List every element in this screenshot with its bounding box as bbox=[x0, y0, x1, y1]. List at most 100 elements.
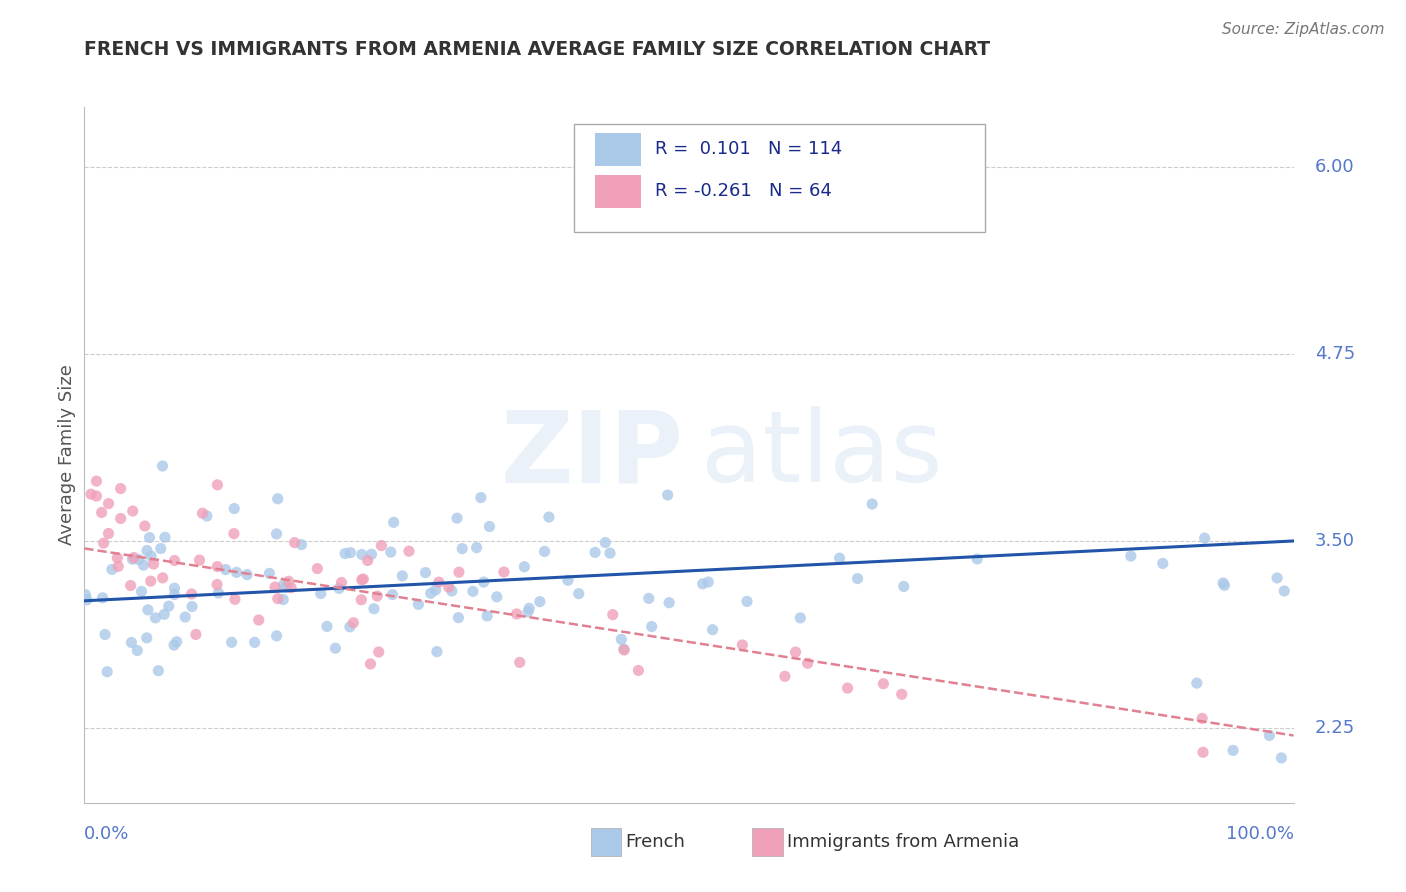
Point bbox=[796, 656, 818, 670]
Point bbox=[1192, 745, 1215, 759]
Point bbox=[427, 575, 450, 590]
Point bbox=[537, 510, 560, 524]
Point bbox=[1119, 549, 1142, 563]
Text: ZIP: ZIP bbox=[501, 407, 683, 503]
Point bbox=[142, 557, 165, 571]
Text: 100.0%: 100.0% bbox=[1226, 825, 1294, 843]
Point bbox=[359, 657, 381, 671]
Text: R = -0.261   N = 64: R = -0.261 N = 64 bbox=[655, 182, 832, 200]
Point bbox=[136, 543, 159, 558]
Point bbox=[342, 615, 364, 630]
Point bbox=[426, 644, 449, 658]
Point bbox=[277, 574, 299, 589]
Point bbox=[139, 549, 162, 563]
Point bbox=[419, 586, 441, 600]
Point bbox=[127, 643, 149, 657]
Point bbox=[627, 664, 650, 678]
Point bbox=[153, 607, 176, 622]
Point bbox=[352, 572, 374, 586]
Point bbox=[91, 591, 114, 605]
Point bbox=[415, 566, 437, 580]
Point bbox=[101, 562, 124, 576]
Point bbox=[333, 547, 356, 561]
Point bbox=[1194, 531, 1216, 545]
Point bbox=[110, 482, 132, 496]
Point bbox=[121, 552, 143, 566]
Point bbox=[80, 487, 103, 501]
Point bbox=[191, 506, 214, 520]
Point bbox=[513, 559, 536, 574]
Point bbox=[225, 566, 247, 580]
Point bbox=[184, 627, 207, 641]
Point bbox=[152, 571, 174, 585]
Point bbox=[309, 586, 332, 600]
Point bbox=[610, 632, 633, 647]
Point bbox=[505, 607, 527, 621]
Point bbox=[363, 601, 385, 615]
Point bbox=[236, 567, 259, 582]
Point bbox=[529, 594, 551, 608]
Point bbox=[451, 541, 474, 556]
Point bbox=[697, 575, 720, 590]
Point bbox=[613, 642, 636, 657]
Point bbox=[470, 491, 492, 505]
Point bbox=[181, 599, 204, 614]
Point bbox=[207, 478, 229, 492]
FancyBboxPatch shape bbox=[574, 124, 986, 232]
Point bbox=[163, 581, 186, 595]
Point bbox=[90, 506, 112, 520]
Point bbox=[316, 619, 339, 633]
Point bbox=[224, 592, 246, 607]
Point bbox=[398, 544, 420, 558]
Point bbox=[472, 575, 495, 590]
Text: 3.50: 3.50 bbox=[1315, 532, 1354, 550]
Point bbox=[350, 548, 373, 562]
Point bbox=[264, 580, 287, 594]
Point bbox=[657, 488, 679, 502]
Point bbox=[557, 574, 579, 588]
Point bbox=[391, 569, 413, 583]
Point bbox=[75, 588, 97, 602]
Point bbox=[132, 558, 155, 573]
Point bbox=[367, 645, 389, 659]
Point bbox=[148, 664, 170, 678]
Point bbox=[517, 601, 540, 615]
Point bbox=[1213, 578, 1236, 592]
Point bbox=[174, 610, 197, 624]
Point bbox=[381, 588, 404, 602]
Point bbox=[447, 565, 470, 579]
Text: atlas: atlas bbox=[702, 407, 943, 503]
Point bbox=[271, 592, 294, 607]
Point bbox=[425, 582, 447, 597]
Point bbox=[153, 530, 176, 544]
Text: 2.25: 2.25 bbox=[1315, 719, 1355, 737]
Text: 4.75: 4.75 bbox=[1315, 345, 1355, 363]
Point bbox=[266, 629, 288, 643]
Point bbox=[163, 587, 186, 601]
Point bbox=[1272, 584, 1295, 599]
Point bbox=[339, 620, 361, 634]
Point bbox=[139, 574, 162, 589]
Point bbox=[86, 489, 108, 503]
Point bbox=[122, 550, 145, 565]
Point bbox=[267, 491, 290, 506]
Point bbox=[120, 635, 142, 649]
Point bbox=[205, 577, 228, 591]
Point bbox=[166, 634, 188, 648]
Point bbox=[893, 579, 915, 593]
Point bbox=[350, 573, 373, 587]
Point bbox=[360, 547, 382, 561]
Point bbox=[637, 591, 659, 606]
Point bbox=[846, 572, 869, 586]
Point bbox=[447, 610, 470, 624]
Point bbox=[120, 578, 142, 592]
Point bbox=[145, 611, 167, 625]
Point bbox=[492, 565, 515, 579]
Point bbox=[437, 580, 460, 594]
Point bbox=[188, 553, 211, 567]
Point bbox=[243, 635, 266, 649]
Point bbox=[214, 563, 236, 577]
Point bbox=[517, 605, 540, 619]
Point bbox=[702, 623, 724, 637]
Point bbox=[461, 584, 484, 599]
